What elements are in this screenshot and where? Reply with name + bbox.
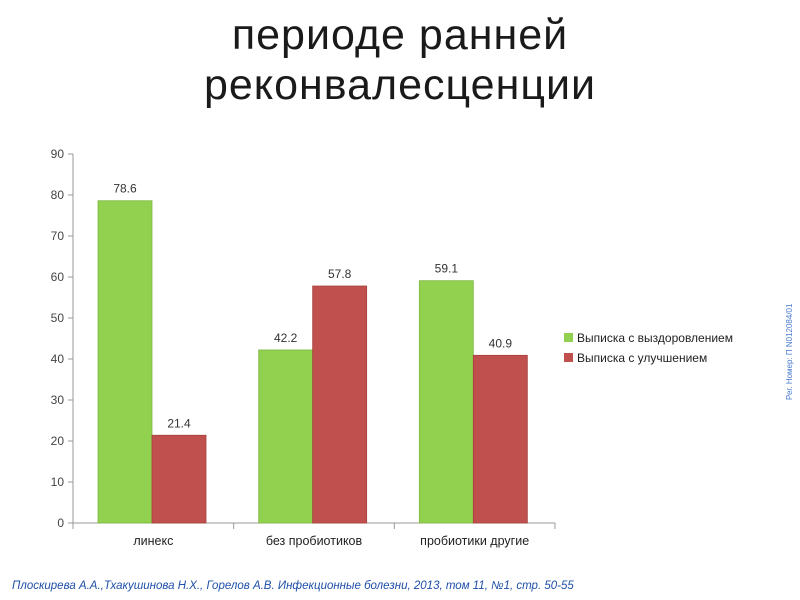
category-label: линекс [133,534,173,548]
data-label: 40.9 [489,336,513,350]
bar [258,349,314,524]
y-tick-label: 40 [51,352,65,366]
category-label: без пробиотиков [266,534,363,548]
data-label: 57.8 [328,267,352,281]
legend-swatch [564,333,573,342]
bar [97,200,153,524]
source-citation: Плоскирева А.А.,Тхакушинова Н.Х., Горело… [12,580,574,592]
legend-label: Выписка с выздоровлением [577,331,733,345]
y-tick-label: 50 [51,311,65,325]
y-tick-label: 80 [51,188,65,202]
slide-title: периоде ранней реконвалесценции [0,10,800,110]
category-label: пробиотики другие [420,534,529,548]
data-label: 59.1 [435,262,459,276]
y-tick-label: 10 [51,475,65,489]
data-label: 42.2 [274,331,298,345]
bar [418,280,474,524]
title-line-2: реконвалесценции [203,61,597,109]
bar [312,285,368,524]
y-tick-label: 90 [51,147,65,161]
data-label: 78.6 [113,182,137,196]
y-tick-label: 30 [51,393,65,407]
registration-number: Рег. Номер: П N012084/01 [785,303,794,400]
title-line-1: периоде ранней [231,11,569,59]
bar [151,434,207,524]
data-label: 21.4 [167,416,191,430]
y-tick-label: 0 [57,516,64,530]
y-tick-label: 70 [51,229,65,243]
y-tick-label: 60 [51,270,65,284]
legend-label: Выписка с улучшением [577,351,707,365]
legend-swatch [564,353,573,362]
y-tick-label: 20 [51,434,65,448]
bar [472,354,528,524]
